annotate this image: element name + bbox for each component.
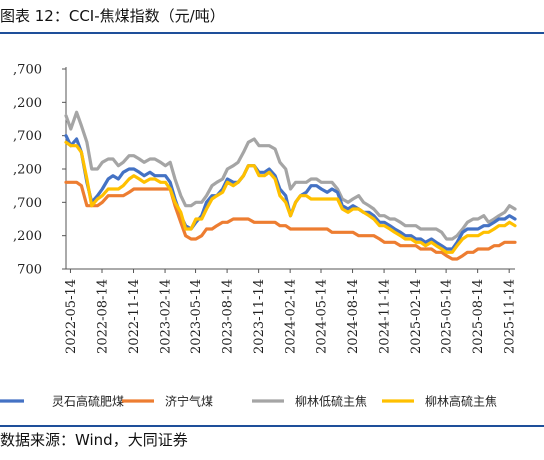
- x-tick-label: 2025-02-14: [409, 279, 424, 354]
- series-line-2: [64, 180, 517, 261]
- x-tick-label: 2023-05-14: [189, 279, 204, 354]
- y-tick-label: ,200: [13, 163, 42, 178]
- x-tick-label: 2025-08-14: [471, 279, 486, 354]
- x-tick-label: 2024-02-14: [284, 279, 299, 354]
- title-divider: [0, 32, 544, 34]
- x-tick-label: 2025-05-14: [440, 279, 455, 354]
- y-tick-label: ,200: [13, 96, 42, 111]
- x-tick-label: 2022-11-14: [127, 279, 142, 354]
- legend-label-3: 柳林低硫主焦: [295, 394, 367, 409]
- x-tick-label: 2023-11-14: [252, 279, 267, 354]
- x-tick-label: 2022-05-14: [64, 279, 79, 354]
- legend-label-2: 济宁气煤: [165, 394, 213, 409]
- coking-coal-price-chart: 700 ,200 ,700 ,200 ,700 ,200 ,700 2022-05-14 202…: [0, 63, 518, 409]
- x-tick-label: 2024-11-14: [378, 279, 393, 354]
- x-tick-label: 2024-08-14: [346, 279, 361, 354]
- series-line-3: [64, 110, 517, 241]
- y-tick-label: ,700: [13, 196, 42, 211]
- x-tick-label: 2024-05-14: [315, 279, 330, 354]
- data-source: 数据来源：Wind，大同证券: [0, 431, 188, 449]
- y-tick-label: ,700: [13, 63, 42, 78]
- y-tick-label: 700: [17, 263, 42, 278]
- legend-label-1: 灵石高硫肥煤: [52, 394, 124, 409]
- chart-title: 图表 12：CCI-焦煤指数（元/吨）: [0, 7, 225, 25]
- series-line-4: [64, 140, 517, 254]
- legend-label-4: 柳林高硫主焦: [425, 394, 497, 409]
- y-tick-label: ,200: [13, 229, 42, 244]
- x-tick-label: 2023-08-14: [221, 279, 236, 354]
- x-tick-label: 2025-11-14: [503, 279, 518, 354]
- y-tick-label: ,700: [13, 129, 42, 144]
- x-tick-label: 2022-08-14: [95, 279, 110, 354]
- x-tick-label: 2023-02-14: [159, 279, 174, 354]
- series-line-1: [64, 134, 517, 251]
- source-divider: [0, 425, 544, 427]
